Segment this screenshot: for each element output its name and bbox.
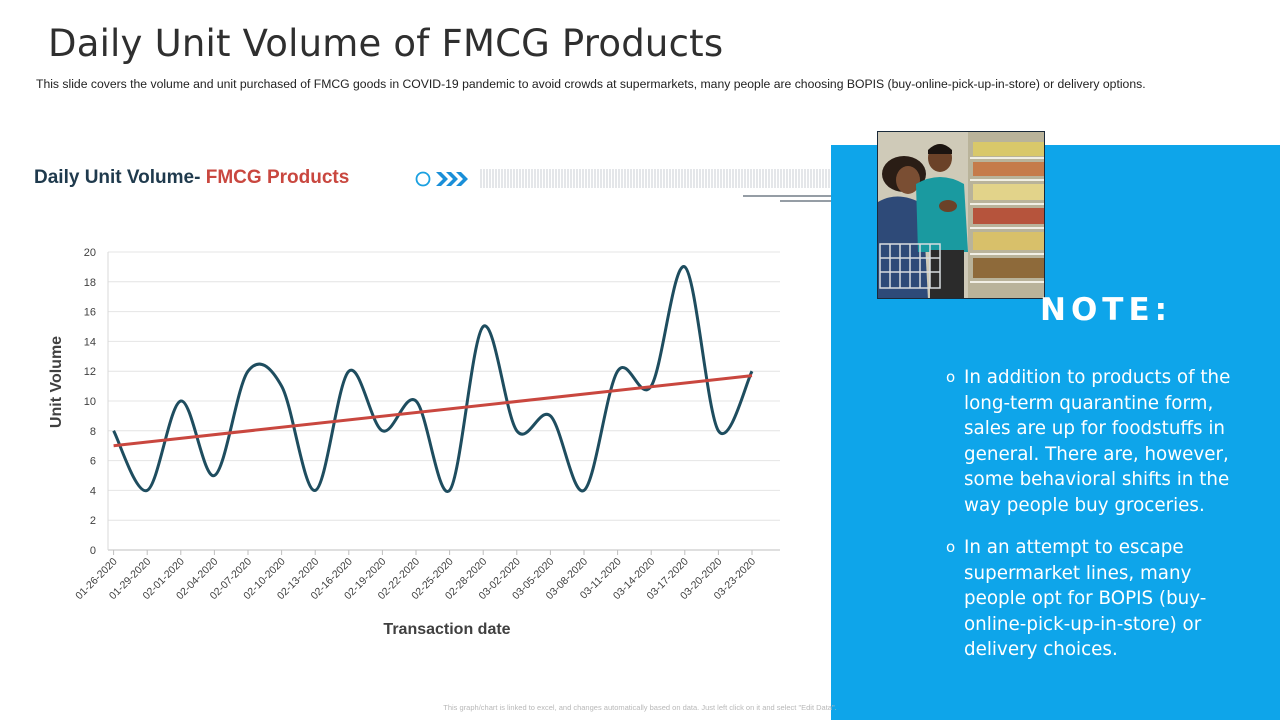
note-item: o In addition to products of the long-te… — [946, 365, 1256, 518]
note-title: NOTE: — [1040, 292, 1173, 328]
circle-outline-icon — [415, 171, 431, 187]
y-tick-label: 18 — [84, 277, 96, 289]
chart-heading-part1: Daily Unit Volume- — [34, 167, 206, 188]
y-tick-label: 12 — [84, 366, 96, 378]
bullet-circle-icon: o — [946, 538, 956, 556]
hatch-divider — [480, 169, 830, 188]
line-chart: 0 2 4 6 8 10 12 14 16 18 20 01-26-202001-29-202002… — [48, 247, 780, 638]
y-tick-label: 0 — [90, 545, 96, 557]
y-axis-label: Unit Volume — [48, 336, 65, 428]
note-item-text: In an attempt to escape supermarket line… — [964, 537, 1207, 660]
chart-grid — [107, 251, 780, 551]
note-item: o In an attempt to escape supermarket li… — [946, 535, 1256, 663]
y-tick-label: 4 — [90, 485, 96, 497]
chevron-right-triple-icon — [436, 172, 468, 186]
trend-line — [113, 374, 753, 448]
note-item-text: In addition to products of the long-term… — [964, 367, 1231, 516]
y-tick-label: 20 — [84, 247, 96, 259]
page-title: Daily Unit Volume of FMCG Products — [48, 22, 724, 65]
chart-heading: Daily Unit Volume- FMCG Products — [34, 167, 349, 189]
y-tick-label: 8 — [90, 426, 96, 438]
y-axis-ticks: 0 2 4 6 8 10 12 14 16 18 20 — [84, 247, 96, 557]
y-tick-label: 14 — [84, 336, 96, 348]
y-tick-label: 16 — [84, 307, 96, 319]
shoppers-in-grocery-aisle-photo — [877, 131, 1045, 299]
x-axis-ticks: 01-26-202001-29-202002-01-202002-04-2020… — [73, 550, 758, 602]
chart-heading-part2: FMCG Products — [205, 167, 350, 188]
x-axis-label: Transaction date — [383, 621, 510, 638]
footer-note: This graph/chart is linked to excel, and… — [443, 703, 837, 712]
y-tick-label: 2 — [90, 515, 96, 527]
series-line-unit-volume — [112, 265, 754, 493]
bullet-circle-icon: o — [946, 368, 956, 386]
y-tick-label: 10 — [84, 396, 96, 408]
y-tick-label: 6 — [90, 456, 96, 468]
page-subtitle: This slide covers the volume and unit pu… — [36, 77, 1146, 91]
